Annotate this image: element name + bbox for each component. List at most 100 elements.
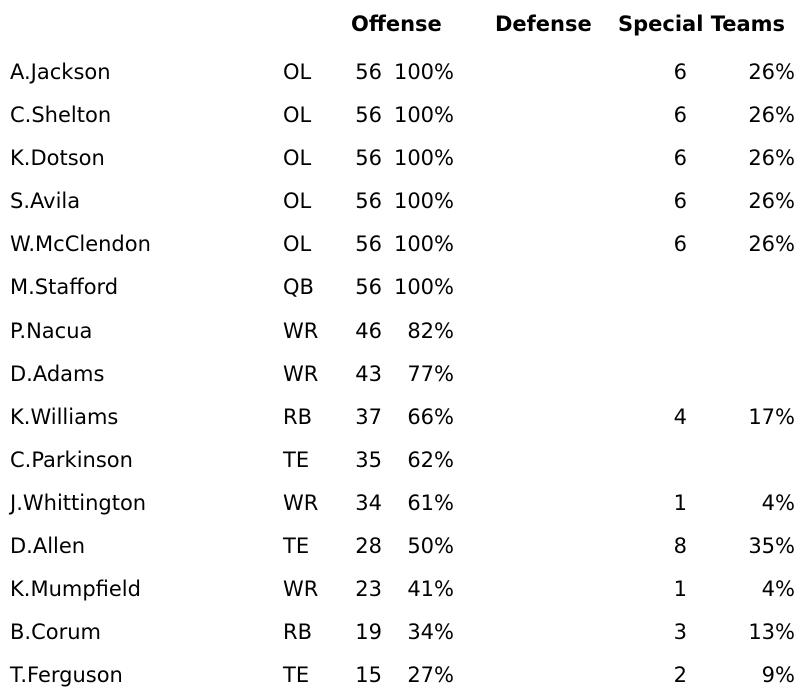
special-teams-snaps: 3 bbox=[673, 620, 687, 645]
offense-percent: 41% bbox=[407, 577, 454, 602]
player-name: K.Williams bbox=[10, 404, 119, 429]
player-position: TE bbox=[283, 663, 310, 688]
table-row: B.Corum RB 19 34% 3 13% bbox=[0, 611, 800, 654]
table-row: K.Mumpfield WR 23 41% 1 4% bbox=[0, 568, 800, 611]
player-name: W.McClendon bbox=[10, 232, 151, 257]
player-name: S.Avila bbox=[10, 189, 81, 214]
player-name: K.Dotson bbox=[10, 146, 105, 171]
offense-snaps: 56 bbox=[355, 275, 382, 300]
offense-percent: 34% bbox=[407, 620, 454, 645]
special-teams-snaps: 1 bbox=[673, 490, 687, 515]
table-row: P.Nacua WR 46 82% bbox=[0, 310, 800, 353]
special-teams-percent: 13% bbox=[748, 620, 795, 645]
player-position: OL bbox=[283, 60, 312, 84]
special-teams-snaps: 6 bbox=[673, 103, 687, 128]
player-name: C.Parkinson bbox=[10, 447, 133, 472]
special-teams-percent: 4% bbox=[761, 577, 795, 602]
offense-percent: 61% bbox=[407, 490, 454, 515]
player-name: T.Ferguson bbox=[10, 663, 123, 688]
offense-snaps: 35 bbox=[355, 447, 382, 472]
special-teams-percent: 26% bbox=[748, 232, 795, 257]
special-teams-percent: 35% bbox=[748, 534, 795, 559]
player-name: D.Allen bbox=[10, 534, 86, 559]
special-teams-snaps: 6 bbox=[673, 60, 687, 84]
table-row: D.Allen TE 28 50% 8 35% bbox=[0, 525, 800, 568]
player-name: B.Corum bbox=[10, 620, 101, 645]
player-name: P.Nacua bbox=[10, 318, 93, 343]
offense-percent: 50% bbox=[407, 534, 454, 559]
player-position: WR bbox=[283, 361, 319, 386]
header-special-teams: Special Teams bbox=[618, 12, 786, 36]
header-defense: Defense bbox=[495, 12, 592, 36]
player-position: OL bbox=[283, 146, 312, 171]
offense-percent: 100% bbox=[393, 146, 454, 171]
special-teams-percent: 26% bbox=[748, 146, 795, 171]
offense-snaps: 23 bbox=[355, 577, 382, 602]
special-teams-percent: 26% bbox=[748, 189, 795, 214]
table-row: C.Parkinson TE 35 62% bbox=[0, 439, 800, 482]
player-position: WR bbox=[283, 490, 319, 515]
table-row: S.Avila OL 56 100% 6 26% bbox=[0, 180, 800, 223]
offense-snaps: 34 bbox=[355, 490, 382, 515]
special-teams-snaps: 6 bbox=[673, 146, 687, 171]
table-row: K.Dotson OL 56 100% 6 26% bbox=[0, 137, 800, 180]
player-name: D.Adams bbox=[10, 361, 105, 386]
offense-percent: 100% bbox=[393, 60, 454, 84]
offense-snaps: 56 bbox=[355, 189, 382, 214]
special-teams-percent: 9% bbox=[761, 663, 795, 688]
special-teams-percent: 26% bbox=[748, 103, 795, 128]
special-teams-percent: 17% bbox=[748, 404, 795, 429]
header-offense: Offense bbox=[351, 12, 442, 36]
player-position: WR bbox=[283, 577, 319, 602]
offense-snaps: 56 bbox=[355, 146, 382, 171]
player-name: M.Stafford bbox=[10, 275, 119, 300]
offense-percent: 77% bbox=[407, 361, 454, 386]
offense-percent: 100% bbox=[393, 275, 454, 300]
offense-percent: 27% bbox=[407, 663, 454, 688]
table-row: A.Jackson OL 56 100% 6 26% bbox=[0, 51, 800, 94]
table-row: W.McClendon OL 56 100% 6 26% bbox=[0, 223, 800, 266]
offense-percent: 82% bbox=[407, 318, 454, 343]
player-position: TE bbox=[283, 534, 310, 559]
table-row: K.Williams RB 37 66% 4 17% bbox=[0, 396, 800, 439]
table-row: T.Ferguson TE 15 27% 2 9% bbox=[0, 654, 800, 697]
offense-snaps: 28 bbox=[355, 534, 382, 559]
player-position: WR bbox=[283, 318, 319, 343]
table-row: M.Stafford QB 56 100% bbox=[0, 266, 800, 309]
offense-percent: 62% bbox=[407, 447, 454, 472]
offense-percent: 100% bbox=[393, 189, 454, 214]
player-position: RB bbox=[283, 620, 312, 645]
player-position: QB bbox=[283, 275, 314, 300]
table-row: D.Adams WR 43 77% bbox=[0, 353, 800, 396]
special-teams-percent: 26% bbox=[748, 60, 795, 84]
table-row: J.Whittington WR 34 61% 1 4% bbox=[0, 482, 800, 525]
player-position: OL bbox=[283, 103, 312, 128]
special-teams-snaps: 1 bbox=[673, 577, 687, 602]
offense-snaps: 43 bbox=[355, 361, 382, 386]
player-name: A.Jackson bbox=[10, 60, 111, 84]
column-headers: Offense Defense Special Teams bbox=[0, 8, 800, 40]
snap-count-table: A.Jackson OL 56 100% 6 26% C.Shelton OL … bbox=[0, 51, 800, 697]
offense-percent: 100% bbox=[393, 103, 454, 128]
player-position: OL bbox=[283, 232, 312, 257]
table-row: C.Shelton OL 56 100% 6 26% bbox=[0, 94, 800, 137]
offense-snaps: 46 bbox=[355, 318, 382, 343]
player-name: J.Whittington bbox=[10, 490, 147, 515]
offense-percent: 100% bbox=[393, 232, 454, 257]
offense-snaps: 56 bbox=[355, 232, 382, 257]
special-teams-snaps: 8 bbox=[673, 534, 687, 559]
special-teams-snaps: 6 bbox=[673, 232, 687, 257]
special-teams-percent: 4% bbox=[761, 490, 795, 515]
player-position: TE bbox=[283, 447, 310, 472]
player-position: RB bbox=[283, 404, 312, 429]
special-teams-snaps: 2 bbox=[673, 663, 687, 688]
offense-snaps: 56 bbox=[355, 60, 382, 84]
special-teams-snaps: 4 bbox=[673, 404, 687, 429]
player-name: C.Shelton bbox=[10, 103, 112, 128]
player-name: K.Mumpfield bbox=[10, 577, 141, 602]
offense-snaps: 19 bbox=[355, 620, 382, 645]
player-position: OL bbox=[283, 189, 312, 214]
special-teams-snaps: 6 bbox=[673, 189, 687, 214]
offense-snaps: 56 bbox=[355, 103, 382, 128]
offense-snaps: 37 bbox=[355, 404, 382, 429]
